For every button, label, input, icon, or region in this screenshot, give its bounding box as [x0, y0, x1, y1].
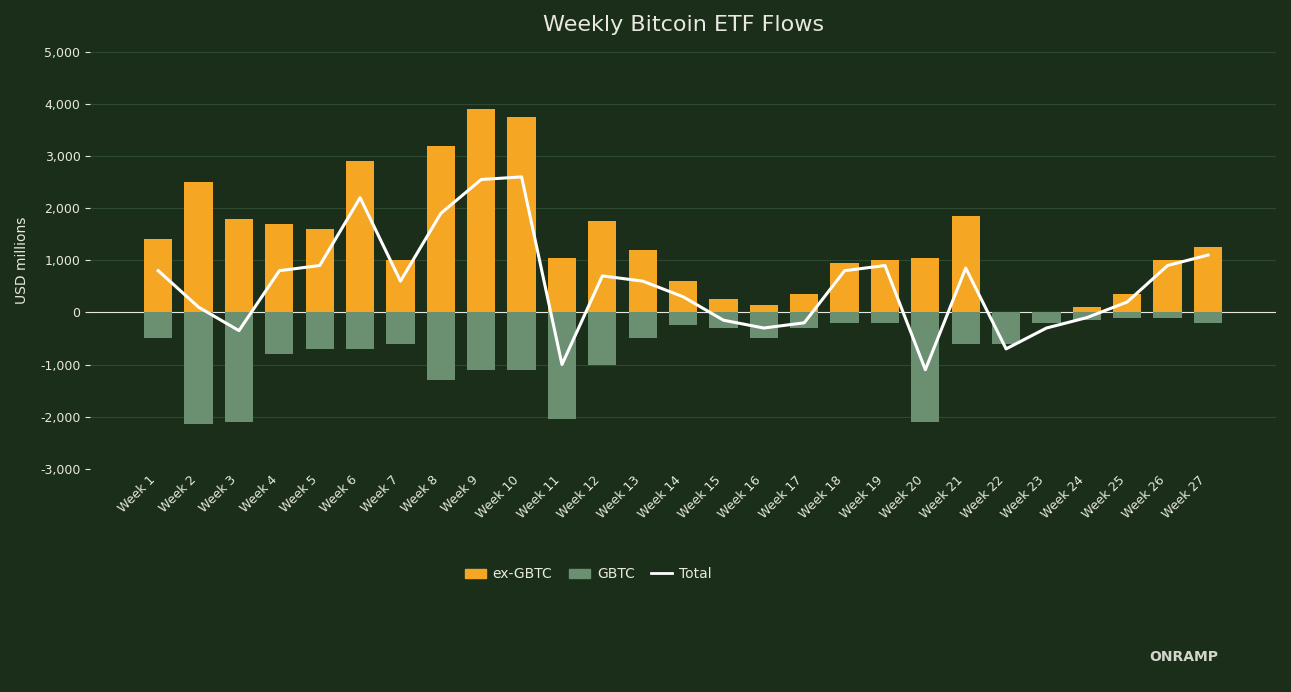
Bar	[629, 312, 657, 338]
Title: Weekly Bitcoin ETF Flows: Weekly Bitcoin ETF Flows	[542, 15, 824, 35]
Bar	[145, 312, 173, 338]
Bar	[306, 312, 334, 349]
Line: Total: Total	[159, 177, 1208, 370]
Total	[392, 277, 408, 285]
Total	[595, 272, 611, 280]
Bar	[346, 312, 374, 349]
Total	[837, 266, 852, 275]
Bar	[1073, 312, 1101, 320]
Bar	[547, 257, 576, 312]
Bar	[225, 219, 253, 312]
Bar	[1073, 307, 1101, 312]
Total	[958, 264, 973, 272]
Total	[715, 316, 731, 325]
Bar	[265, 312, 293, 354]
Total	[271, 266, 287, 275]
Total	[191, 303, 207, 311]
Bar	[669, 281, 697, 312]
Bar	[386, 260, 414, 312]
Bar	[830, 312, 859, 322]
Bar	[991, 312, 1020, 322]
Bar	[1194, 312, 1223, 322]
Total	[998, 345, 1013, 353]
Text: ONRAMP: ONRAMP	[1149, 650, 1217, 664]
Total	[432, 209, 448, 217]
Bar	[225, 312, 253, 422]
Bar	[145, 239, 173, 312]
Bar	[790, 294, 818, 312]
Total	[635, 277, 651, 285]
Bar	[427, 312, 454, 380]
Total	[918, 365, 933, 374]
Bar	[507, 312, 536, 370]
Y-axis label: USD millions: USD millions	[15, 217, 28, 304]
Bar	[467, 312, 496, 370]
Bar	[185, 312, 213, 424]
Total	[1079, 313, 1095, 322]
Total	[554, 361, 569, 369]
Total	[1159, 262, 1175, 270]
Bar	[1194, 247, 1223, 312]
Bar	[386, 312, 414, 344]
Bar	[709, 300, 737, 312]
Total	[151, 266, 167, 275]
Bar	[507, 117, 536, 312]
Bar	[589, 221, 617, 312]
Bar	[589, 312, 617, 365]
Total	[1201, 251, 1216, 260]
Bar	[750, 304, 778, 312]
Bar	[1113, 294, 1141, 312]
Bar	[1153, 312, 1181, 318]
Bar	[306, 229, 334, 312]
Bar	[669, 312, 697, 325]
Bar	[346, 161, 374, 312]
Legend: ex-GBTC, GBTC, Total: ex-GBTC, GBTC, Total	[460, 562, 718, 587]
Total	[312, 262, 328, 270]
Bar	[951, 216, 980, 312]
Total	[877, 262, 892, 270]
Bar	[750, 312, 778, 338]
Bar	[830, 263, 859, 312]
Total	[757, 324, 772, 332]
Bar	[547, 312, 576, 419]
Bar	[951, 312, 980, 344]
Bar	[871, 312, 899, 322]
Bar	[1033, 312, 1061, 322]
Total	[1039, 324, 1055, 332]
Total	[1119, 298, 1135, 306]
Bar	[871, 260, 899, 312]
Bar	[265, 224, 293, 312]
Bar	[629, 250, 657, 312]
Bar	[991, 312, 1020, 344]
Bar	[427, 145, 454, 312]
Bar	[1113, 312, 1141, 318]
Bar	[709, 312, 737, 328]
Total	[675, 293, 691, 301]
Total	[474, 175, 489, 183]
Total	[797, 318, 812, 327]
Bar	[1033, 312, 1061, 318]
Bar	[911, 312, 940, 422]
Total	[352, 194, 368, 202]
Bar	[1153, 260, 1181, 312]
Bar	[790, 312, 818, 328]
Total	[514, 173, 529, 181]
Bar	[911, 257, 940, 312]
Bar	[185, 182, 213, 312]
Total	[231, 327, 247, 335]
Bar	[467, 109, 496, 312]
